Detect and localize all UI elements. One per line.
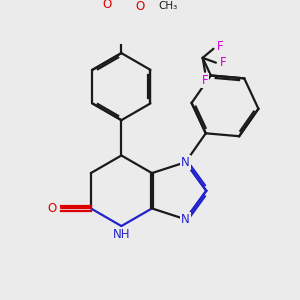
Text: F: F [202,74,208,87]
Text: N: N [181,156,190,169]
Text: O: O [135,0,144,13]
Text: CH₃: CH₃ [158,1,178,11]
Text: NH: NH [112,228,130,242]
Text: O: O [47,202,57,215]
Text: O: O [103,0,112,11]
Text: N: N [181,213,190,226]
Text: F: F [217,40,224,53]
Text: F: F [219,56,226,69]
